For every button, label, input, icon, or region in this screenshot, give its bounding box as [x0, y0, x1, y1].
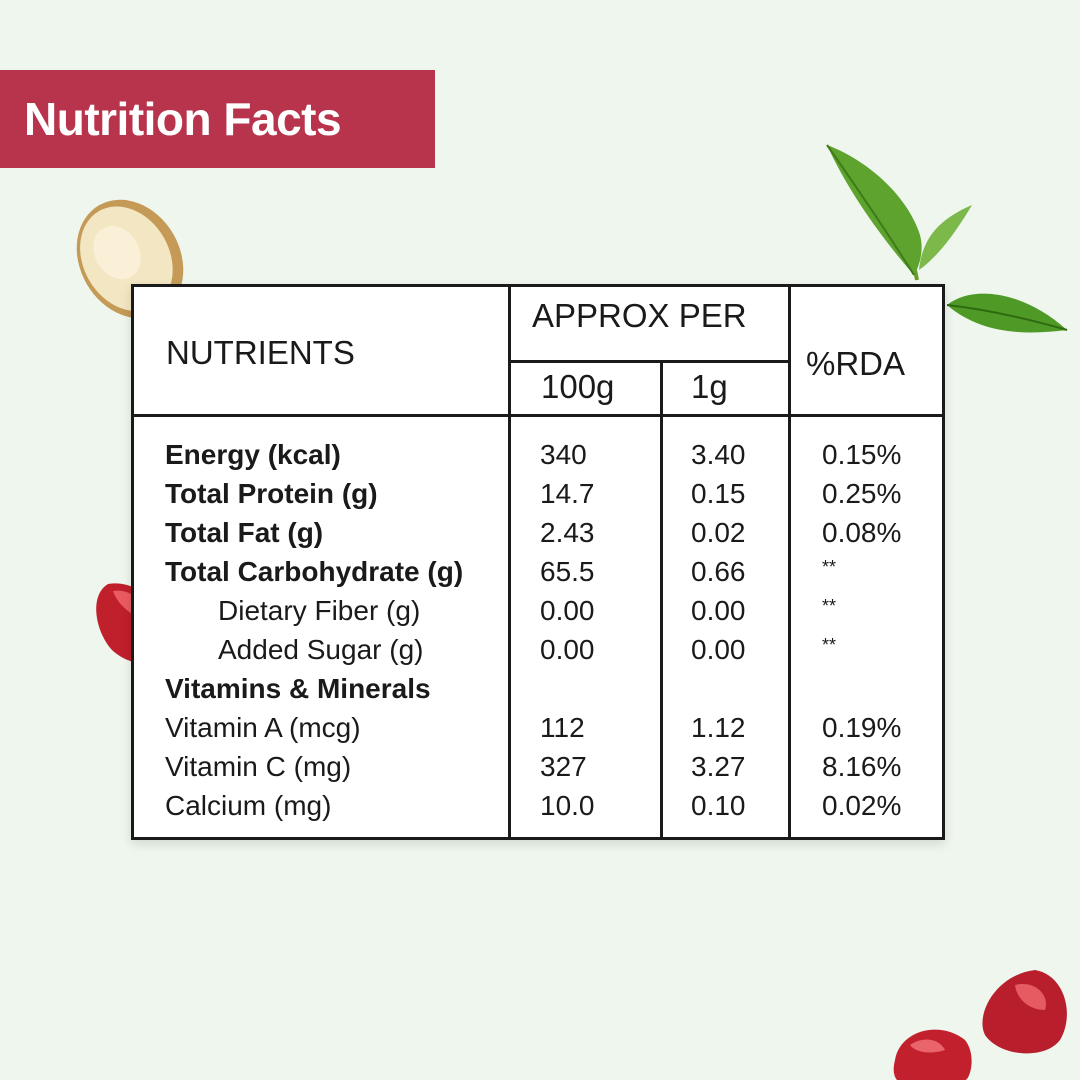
pomegranate-seed-image: [885, 1020, 975, 1080]
nutrient-name: Vitamin C (mg): [165, 751, 352, 782]
value-1g: 0.00: [691, 595, 746, 626]
value-rda: 0.25%: [822, 478, 902, 509]
table-divider: [508, 360, 791, 363]
table-row: Vitamin A (mcg) 112 1.12 0.19%: [134, 708, 942, 747]
value-100g: 112: [540, 712, 585, 743]
page-title: Nutrition Facts: [24, 93, 342, 145]
value-rda: 8.16%: [822, 751, 902, 782]
value-rda: **: [822, 596, 837, 616]
section-heading-vitamins-minerals: Vitamins & Minerals: [165, 673, 431, 704]
value-rda: **: [822, 635, 837, 655]
value-rda: 0.15%: [822, 439, 902, 470]
value-1g: 0.00: [691, 634, 746, 665]
table-row: Total Carbohydrate (g) 65.5 0.66 **: [134, 552, 942, 591]
value-rda: 0.08%: [822, 517, 902, 548]
value-rda: 0.19%: [822, 712, 902, 743]
nutrient-name: Added Sugar (g): [218, 634, 424, 665]
table-divider: [660, 363, 663, 837]
nutrient-name: Total Fat (g): [165, 517, 324, 548]
value-100g: 65.5: [540, 556, 595, 587]
tea-leaves-image: [822, 140, 1072, 340]
table-row: Vitamin C (mg) 327 3.27 8.16%: [134, 747, 942, 786]
header-approx-per: APPROX PER: [532, 297, 747, 334]
table-row: Total Fat (g) 2.43 0.02 0.08%: [134, 513, 942, 552]
title-banner: Nutrition Facts: [0, 70, 435, 168]
table-divider: [134, 414, 942, 417]
nutrition-table: NUTRIENTS APPROX PER 100g 1g %RDA Energy…: [131, 284, 945, 840]
value-rda: **: [822, 557, 837, 577]
nutrient-name: Vitamin A (mcg): [165, 712, 361, 743]
nutrient-name: Total Protein (g): [165, 478, 378, 509]
value-1g: 0.66: [691, 556, 746, 587]
value-100g: 327: [540, 751, 587, 782]
table-divider: [508, 287, 511, 837]
value-1g: 1.12: [691, 712, 746, 743]
nutrient-name: Total Carbohydrate (g): [165, 556, 464, 587]
header-100g: 100g: [541, 368, 615, 405]
nutrient-name: Dietary Fiber (g): [218, 595, 421, 626]
value-100g: 2.43: [540, 517, 595, 548]
table-divider: [788, 287, 791, 837]
table-row: Total Protein (g) 14.7 0.15 0.25%: [134, 474, 942, 513]
value-1g: 0.10: [691, 790, 746, 821]
header-1g: 1g: [691, 368, 728, 405]
nutrient-name: Energy (kcal): [165, 439, 341, 470]
table-row: Added Sugar (g) 0.00 0.00 **: [134, 630, 942, 669]
pomegranate-seed-image: [975, 965, 1075, 1060]
header-nutrients: NUTRIENTS: [166, 334, 355, 371]
value-100g: 0.00: [540, 595, 595, 626]
value-1g: 3.27: [691, 751, 746, 782]
value-100g: 10.0: [540, 790, 595, 821]
table-row: Dietary Fiber (g) 0.00 0.00 **: [134, 591, 942, 630]
table-row: Calcium (mg) 10.0 0.10 0.02%: [134, 786, 942, 825]
value-100g: 14.7: [540, 478, 595, 509]
value-1g: 0.02: [691, 517, 746, 548]
value-1g: 0.15: [691, 478, 746, 509]
value-1g: 3.40: [691, 439, 746, 470]
value-rda: 0.02%: [822, 790, 902, 821]
value-100g: 0.00: [540, 634, 595, 665]
value-100g: 340: [540, 439, 587, 470]
header-rda: %RDA: [806, 345, 906, 382]
table-row: Energy (kcal) 340 3.40 0.15%: [134, 435, 942, 474]
table-row: Vitamins & Minerals: [134, 669, 942, 708]
nutrient-name: Calcium (mg): [165, 790, 332, 821]
